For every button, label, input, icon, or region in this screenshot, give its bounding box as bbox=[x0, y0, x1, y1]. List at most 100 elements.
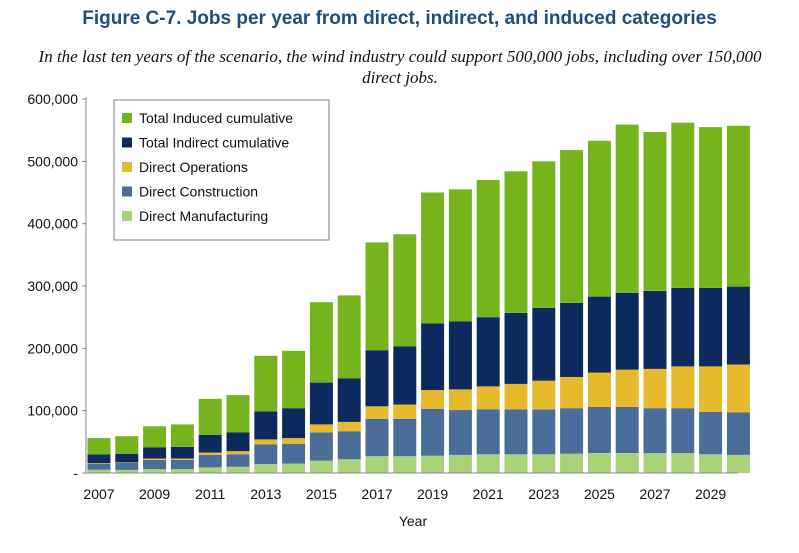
bar-segment-direct-manufacturing-2018 bbox=[393, 456, 417, 473]
legend-label-total-induced-cumulative: Total Induced cumulative bbox=[139, 110, 293, 126]
bar-segment-direct-manufacturing-2029 bbox=[699, 454, 723, 473]
bar-segment-total-induced-cumulative-2019 bbox=[421, 192, 445, 324]
bar-segment-direct-construction-2028 bbox=[671, 408, 695, 454]
bars-layer bbox=[87, 122, 750, 473]
bar-segment-direct-manufacturing-2013 bbox=[254, 464, 278, 473]
bar-segment-total-indirect-cumulative-2022 bbox=[504, 312, 528, 384]
bar-segment-total-induced-cumulative-2011 bbox=[198, 398, 222, 435]
bar-segment-total-induced-cumulative-2024 bbox=[560, 150, 584, 303]
bar-segment-direct-construction-2021 bbox=[476, 409, 500, 455]
bar-segment-direct-manufacturing-2015 bbox=[309, 460, 333, 473]
legend-label-direct-operations: Direct Operations bbox=[139, 159, 248, 175]
bar-segment-direct-manufacturing-2011 bbox=[198, 467, 222, 473]
bar-segment-direct-construction-2025 bbox=[587, 406, 611, 453]
y-tick-label: 600,000 bbox=[27, 91, 78, 107]
bar-segment-direct-operations-2027 bbox=[643, 368, 667, 409]
x-tick-label: 2029 bbox=[695, 486, 726, 502]
bar-segment-total-indirect-cumulative-2007 bbox=[87, 454, 111, 463]
bar-segment-direct-manufacturing-2023 bbox=[532, 454, 556, 473]
bar-segment-direct-operations-2017 bbox=[365, 406, 389, 419]
bar-segment-direct-construction-2016 bbox=[337, 431, 361, 460]
bar-segment-total-indirect-cumulative-2013 bbox=[254, 411, 278, 440]
bar-segment-direct-operations-2011 bbox=[198, 452, 222, 455]
bar-segment-total-indirect-cumulative-2021 bbox=[476, 317, 500, 387]
bar-segment-total-indirect-cumulative-2008 bbox=[115, 453, 139, 463]
bar-segment-direct-operations-2029 bbox=[699, 366, 723, 412]
chart-title: Figure C-7. Jobs per year from direct, i… bbox=[82, 8, 717, 29]
bar-segment-direct-construction-2010 bbox=[170, 459, 194, 470]
bar-segment-direct-operations-2030 bbox=[726, 364, 750, 413]
bar-segment-total-induced-cumulative-2022 bbox=[504, 171, 528, 313]
bar-segment-direct-construction-2030 bbox=[726, 412, 750, 455]
bar-segment-total-indirect-cumulative-2024 bbox=[560, 302, 584, 377]
x-tick-label: 2017 bbox=[361, 486, 392, 502]
bar-segment-total-induced-cumulative-2026 bbox=[615, 124, 639, 293]
bar-segment-total-indirect-cumulative-2012 bbox=[226, 432, 250, 452]
bar-segment-total-indirect-cumulative-2011 bbox=[198, 435, 222, 453]
bar-segment-direct-manufacturing-2010 bbox=[170, 469, 194, 473]
legend-swatch-total-induced-cumulative bbox=[122, 113, 132, 123]
bar-segment-total-induced-cumulative-2010 bbox=[170, 424, 194, 447]
x-tick-label: 2021 bbox=[473, 486, 504, 502]
y-tick-label: 100,000 bbox=[27, 403, 78, 419]
bar-segment-total-induced-cumulative-2029 bbox=[699, 127, 723, 288]
bar-segment-total-indirect-cumulative-2017 bbox=[365, 350, 389, 407]
x-tick-label: 2009 bbox=[139, 486, 170, 502]
legend-swatch-direct-manufacturing bbox=[122, 211, 132, 221]
bar-segment-total-induced-cumulative-2023 bbox=[532, 161, 556, 308]
legend-label-direct-manufacturing: Direct Manufacturing bbox=[139, 208, 268, 224]
bar-segment-total-indirect-cumulative-2026 bbox=[615, 292, 639, 370]
bar-segment-total-induced-cumulative-2020 bbox=[448, 189, 472, 322]
bar-segment-total-induced-cumulative-2030 bbox=[726, 125, 750, 287]
bar-segment-total-induced-cumulative-2016 bbox=[337, 295, 361, 379]
bar-segment-direct-construction-2023 bbox=[532, 409, 556, 455]
y-tick-label: 400,000 bbox=[27, 216, 78, 232]
bar-segment-total-indirect-cumulative-2030 bbox=[726, 286, 750, 365]
chart-subtitle: In the last ten years of the scenario, t… bbox=[38, 47, 762, 87]
bar-segment-direct-construction-2017 bbox=[365, 418, 389, 457]
bar-segment-direct-manufacturing-2019 bbox=[421, 455, 445, 473]
bar-segment-total-indirect-cumulative-2019 bbox=[421, 323, 445, 391]
bar-segment-direct-operations-2025 bbox=[587, 372, 611, 407]
bar-segment-direct-operations-2018 bbox=[393, 404, 417, 419]
bar-segment-direct-construction-2018 bbox=[393, 418, 417, 457]
bar-segment-total-indirect-cumulative-2015 bbox=[309, 382, 333, 425]
legend: Total Induced cumulative Total Indirect c… bbox=[113, 99, 330, 241]
legend-box bbox=[113, 99, 330, 241]
x-tick-label: 2023 bbox=[528, 486, 559, 502]
bar-segment-direct-manufacturing-2014 bbox=[282, 463, 306, 473]
axes-layer: - 100,000 200,000 300,000 400,000 500,000 600,… bbox=[27, 91, 738, 529]
bar-segment-total-induced-cumulative-2018 bbox=[393, 234, 417, 347]
bar-segment-direct-construction-2015 bbox=[309, 432, 333, 461]
bar-segment-total-indirect-cumulative-2009 bbox=[143, 447, 167, 459]
legend-swatch-total-indirect-cumulative bbox=[122, 137, 132, 148]
bar-segment-total-indirect-cumulative-2028 bbox=[671, 287, 695, 367]
bar-segment-direct-manufacturing-2017 bbox=[365, 456, 389, 473]
y-tick-label: - bbox=[73, 465, 78, 481]
bar-segment-total-indirect-cumulative-2025 bbox=[587, 296, 611, 373]
bar-segment-direct-manufacturing-2025 bbox=[587, 453, 611, 473]
bar-segment-total-induced-cumulative-2008 bbox=[115, 436, 139, 454]
bar-segment-direct-construction-2007 bbox=[87, 463, 111, 470]
bar-segment-direct-operations-2010 bbox=[170, 458, 194, 460]
bar-segment-direct-operations-2022 bbox=[504, 383, 528, 410]
bar-segment-direct-operations-2028 bbox=[671, 366, 695, 409]
bar-segment-direct-manufacturing-2027 bbox=[643, 453, 667, 473]
bar-segment-direct-operations-2020 bbox=[448, 389, 472, 411]
bar-segment-direct-construction-2008 bbox=[115, 463, 139, 470]
bar-segment-direct-construction-2011 bbox=[198, 454, 222, 468]
bar-segment-direct-manufacturing-2012 bbox=[226, 466, 250, 473]
bar-segment-direct-manufacturing-2009 bbox=[143, 469, 167, 473]
bar-segment-direct-operations-2016 bbox=[337, 421, 361, 432]
bar-segment-direct-operations-2013 bbox=[254, 439, 278, 445]
bar-segment-direct-construction-2014 bbox=[282, 443, 306, 464]
bar-segment-direct-operations-2015 bbox=[309, 424, 333, 433]
bar-segment-total-induced-cumulative-2021 bbox=[476, 180, 500, 318]
bar-segment-total-indirect-cumulative-2020 bbox=[448, 321, 472, 390]
bar-segment-direct-operations-2007 bbox=[87, 463, 111, 464]
bar-segment-direct-construction-2026 bbox=[615, 406, 639, 453]
bar-segment-total-induced-cumulative-2014 bbox=[282, 350, 306, 409]
x-tick-label: 2013 bbox=[250, 486, 281, 502]
bar-segment-direct-manufacturing-2026 bbox=[615, 453, 639, 473]
bar-segment-direct-construction-2029 bbox=[699, 411, 723, 455]
